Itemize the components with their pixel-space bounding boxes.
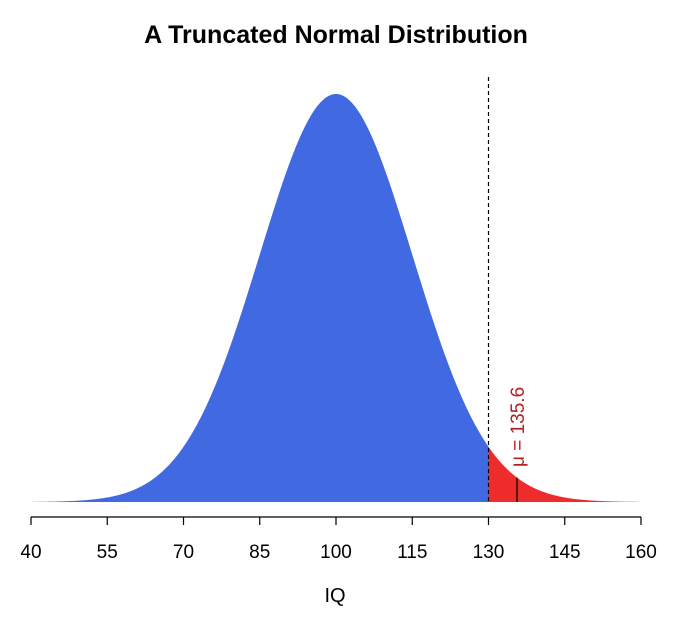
x-tick-label: 130 <box>473 542 505 563</box>
x-axis-label: IQ <box>324 585 345 607</box>
x-tick-label: 40 <box>20 542 41 563</box>
x-tick-label: 70 <box>173 542 194 563</box>
plot-area: μ = 135.6 <box>31 77 641 502</box>
truncated-mean-label: μ = 135.6 <box>508 387 529 467</box>
x-tick-label: 55 <box>97 542 118 563</box>
x-tick-label: 85 <box>249 542 270 563</box>
truncated-tail-area <box>488 446 641 502</box>
density-body-area <box>31 94 489 502</box>
chart-title: A Truncated Normal Distribution <box>144 21 528 49</box>
x-tick-label: 160 <box>625 542 657 563</box>
x-tick-label: 100 <box>320 542 352 563</box>
x-axis: 40 55 70 85 100 115 130 145 160 <box>20 516 657 563</box>
x-tick-label: 145 <box>549 542 581 563</box>
x-tick-label: 115 <box>397 542 427 563</box>
